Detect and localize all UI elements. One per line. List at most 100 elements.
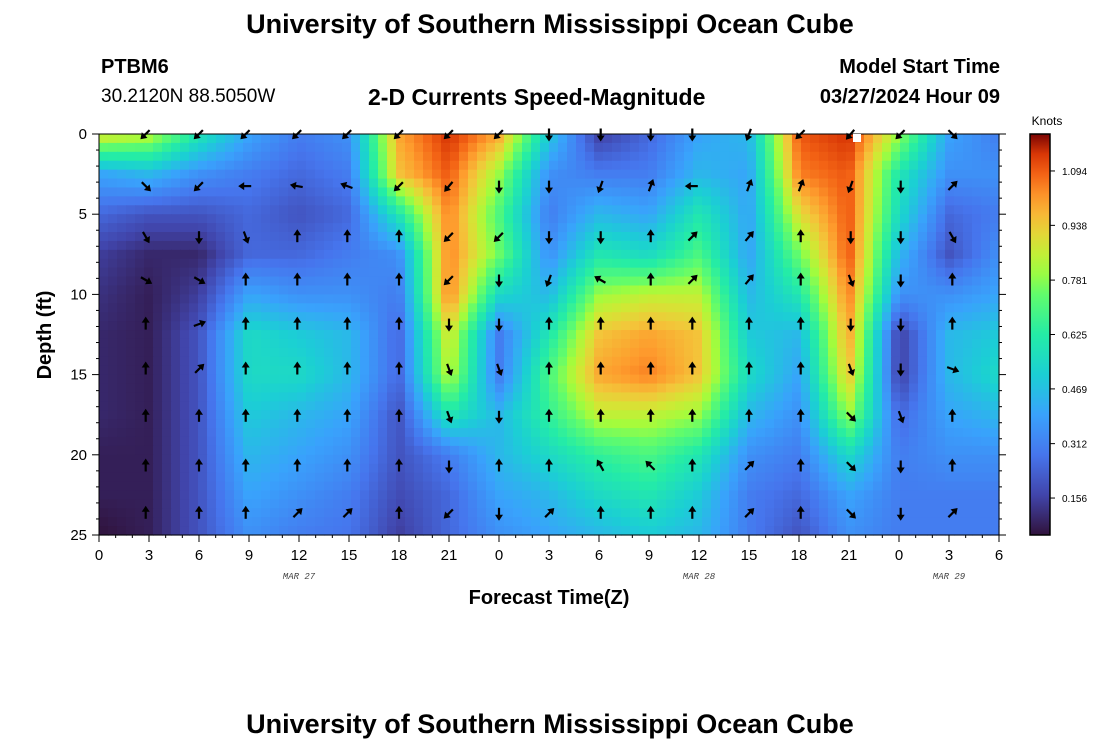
- heat-cell: [351, 142, 361, 153]
- heat-cell: [324, 410, 334, 420]
- heat-cell: [387, 499, 397, 509]
- heat-cell: [774, 383, 784, 394]
- heat-cell: [135, 356, 145, 367]
- heat-cell: [963, 490, 973, 500]
- heat-cell: [720, 383, 730, 394]
- heat-cell: [603, 445, 613, 456]
- heat-cell: [135, 214, 145, 224]
- heat-cell: [414, 294, 424, 304]
- heat-cell: [612, 267, 622, 278]
- heat-cell: [495, 436, 505, 447]
- heat-cell: [927, 142, 937, 153]
- heat-cell: [252, 312, 262, 322]
- heat-cell: [153, 249, 163, 260]
- heat-cell: [333, 490, 343, 500]
- heat-cell: [954, 240, 964, 251]
- heat-cell: [252, 134, 262, 144]
- heat-cell: [855, 258, 865, 269]
- heat-cell: [360, 214, 370, 224]
- heat-cell: [216, 392, 226, 402]
- heat-cell: [216, 294, 226, 304]
- current-arrow: [744, 460, 755, 471]
- heat-cell: [207, 338, 217, 349]
- heat-cell: [918, 142, 928, 153]
- heat-cell: [738, 223, 748, 233]
- heat-cell: [918, 490, 928, 500]
- heat-cell: [486, 276, 496, 287]
- heat-cell: [495, 338, 505, 349]
- heat-cell: [666, 258, 676, 269]
- heat-cell: [981, 526, 991, 536]
- heat-cell: [720, 303, 730, 313]
- heat-cell: [234, 178, 244, 189]
- heat-cell: [603, 232, 613, 242]
- heat-cell: [297, 517, 307, 527]
- heat-cell: [990, 321, 1000, 331]
- heat-cell: [972, 454, 982, 465]
- heat-cell: [801, 187, 811, 197]
- heat-cell: [990, 490, 1000, 500]
- heat-cell: [450, 401, 460, 411]
- current-arrow: [193, 319, 207, 328]
- heat-cell: [486, 285, 496, 295]
- heat-cell: [198, 374, 208, 385]
- current-time-marker: [853, 134, 861, 142]
- heat-cell: [927, 347, 937, 358]
- heat-cell: [225, 401, 235, 411]
- heat-cell: [819, 436, 829, 447]
- heat-cell: [522, 151, 532, 162]
- heat-cell: [990, 410, 1000, 420]
- heat-cell: [567, 481, 577, 492]
- heat-cell: [99, 312, 109, 322]
- heat-cell: [720, 347, 730, 358]
- x-tick-label: 6: [195, 547, 203, 564]
- heat-cell: [837, 178, 847, 189]
- heat-cell: [261, 312, 271, 322]
- heat-cell: [522, 490, 532, 500]
- heat-cell: [918, 178, 928, 189]
- heat-cell: [342, 169, 352, 180]
- heat-cell: [900, 428, 910, 438]
- current-arrow: [493, 232, 504, 243]
- heat-cell: [540, 276, 550, 287]
- heat-cell: [405, 499, 415, 509]
- heat-cell: [369, 312, 379, 322]
- heat-cell: [324, 428, 334, 438]
- heat-cell: [837, 187, 847, 197]
- heat-cell: [324, 151, 334, 162]
- heat-cell: [864, 285, 874, 295]
- heat-cell: [288, 160, 298, 171]
- heat-cell: [531, 481, 541, 492]
- heat-cell: [828, 160, 838, 171]
- heat-cell: [234, 303, 244, 313]
- heat-cell: [243, 214, 253, 224]
- heat-cell: [774, 499, 784, 509]
- heat-cell: [558, 472, 568, 483]
- heat-cell: [738, 303, 748, 313]
- heat-cell: [675, 463, 685, 474]
- heat-cell: [270, 232, 280, 242]
- heat-cell: [279, 312, 289, 322]
- heat-cell: [891, 338, 901, 349]
- heat-cell: [954, 383, 964, 394]
- heat-cell: [117, 214, 127, 224]
- heat-cell: [180, 356, 190, 367]
- heat-cell: [720, 365, 730, 376]
- heat-cell: [900, 232, 910, 242]
- heat-cell: [657, 321, 667, 331]
- heat-cell: [450, 214, 460, 224]
- heat-cell: [630, 419, 640, 429]
- heat-cell: [180, 285, 190, 295]
- heat-cell: [324, 445, 334, 456]
- heat-cell: [918, 499, 928, 509]
- heat-cell: [972, 419, 982, 429]
- heat-cell: [504, 196, 514, 206]
- heat-cell: [459, 151, 469, 162]
- heat-cell: [864, 472, 874, 483]
- heat-cell: [765, 232, 775, 242]
- heat-cell: [828, 232, 838, 242]
- heat-cell: [909, 472, 919, 483]
- heat-cell: [207, 481, 217, 492]
- heat-cell: [918, 463, 928, 474]
- heat-cell: [414, 330, 424, 340]
